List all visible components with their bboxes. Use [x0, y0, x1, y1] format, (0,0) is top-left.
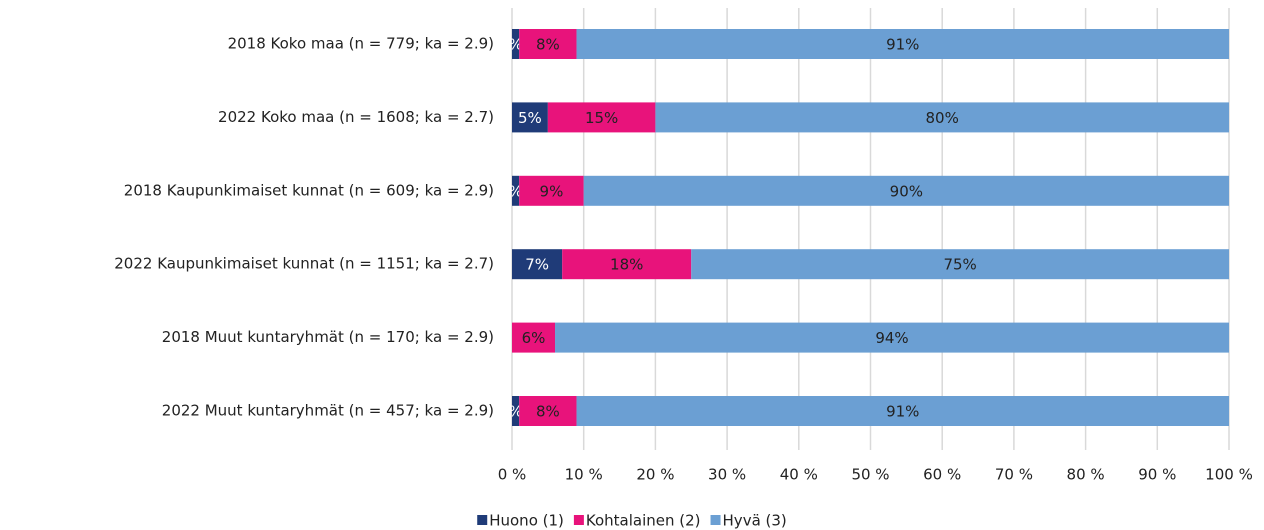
legend-item: Kohtalainen (2): [573, 512, 701, 530]
legend: Huono (1) Kohtalainen (2) Hyvä (3): [477, 512, 787, 530]
data-label: 91%: [886, 36, 919, 54]
data-label: 15%: [585, 109, 618, 127]
bar-segment: [519, 396, 577, 426]
data-label: 5%: [518, 109, 542, 127]
y-tick-label: 2022 Muut kuntaryhmät (n = 457; ka = 2.9…: [162, 402, 494, 420]
bars: % 8% 91% 5% 15% 80%% 9% 90% 7% 18% 75% 6% 94%% 8% 91%: [508, 29, 1229, 426]
bar-segment: [583, 175, 1229, 206]
data-label: 6%: [522, 329, 546, 347]
y-tick-label: 2022 Koko maa (n = 1608; ka = 2.7): [218, 108, 494, 126]
data-label: 90%: [890, 182, 923, 200]
x-tick-label: 100 %: [1205, 466, 1253, 484]
bar-segment: [512, 175, 520, 206]
x-tick-label: 20 %: [636, 466, 674, 484]
data-label: 94%: [875, 329, 908, 347]
bar-segment: [519, 29, 577, 59]
bar-segment: [576, 29, 1229, 59]
data-label: 18%: [610, 256, 643, 274]
x-tick-label: 30 %: [708, 466, 746, 484]
y-tick-label: 2022 Kaupunkimaiset kunnat (n = 1151; ka…: [114, 255, 494, 273]
data-label: 7%: [525, 256, 549, 274]
bar-segment: [655, 102, 1229, 133]
x-tick-label: 80 %: [1067, 466, 1105, 484]
legend-label: Huono (1): [489, 512, 564, 530]
data-label: 80%: [926, 109, 959, 127]
legend-swatch: [573, 515, 584, 525]
bar-segment: [512, 396, 520, 426]
legend-swatch: [710, 515, 721, 525]
bar-segment: [512, 249, 563, 280]
x-tick-label: 0 %: [498, 466, 527, 484]
bar-segment: [519, 175, 584, 206]
data-label: 91%: [886, 403, 919, 421]
grid: [511, 8, 1230, 450]
data-label: %: [508, 36, 522, 54]
data-label: 75%: [943, 256, 976, 274]
data-label: %: [508, 403, 522, 421]
bar-segment: [555, 322, 1229, 353]
bar-segment: [562, 249, 692, 280]
legend-item: Huono (1): [477, 512, 564, 530]
legend-label: Kohtalainen (2): [586, 512, 701, 530]
bar-segment: [547, 102, 656, 133]
bar-segment: [512, 322, 556, 353]
x-tick-label: 90 %: [1138, 466, 1176, 484]
x-tick-label: 50 %: [851, 466, 889, 484]
bar-segment: [576, 396, 1229, 426]
bar-segment: [691, 249, 1229, 280]
x-tick-label: 60 %: [923, 466, 961, 484]
x-tick-label: 70 %: [995, 466, 1033, 484]
data-label: 8%: [536, 403, 560, 421]
legend-item: Hyvä (3): [710, 512, 787, 530]
y-tick-label: 2018 Muut kuntaryhmät (n = 170; ka = 2.9…: [162, 328, 494, 346]
data-label: 9%: [540, 182, 564, 200]
bar-segment: [512, 102, 548, 133]
legend-label: Hyvä (3): [723, 512, 787, 530]
y-tick-label: 2018 Kaupunkimaiset kunnat (n = 609; ka …: [124, 181, 494, 199]
bar-segment: [512, 29, 520, 59]
y-tick-label: 2018 Koko maa (n = 779; ka = 2.9): [228, 35, 494, 53]
data-label: %: [508, 182, 522, 200]
x-tick-label: 40 %: [780, 466, 818, 484]
x-tick-label: 10 %: [565, 466, 603, 484]
legend-swatch: [477, 515, 488, 525]
data-label: 8%: [536, 36, 560, 54]
